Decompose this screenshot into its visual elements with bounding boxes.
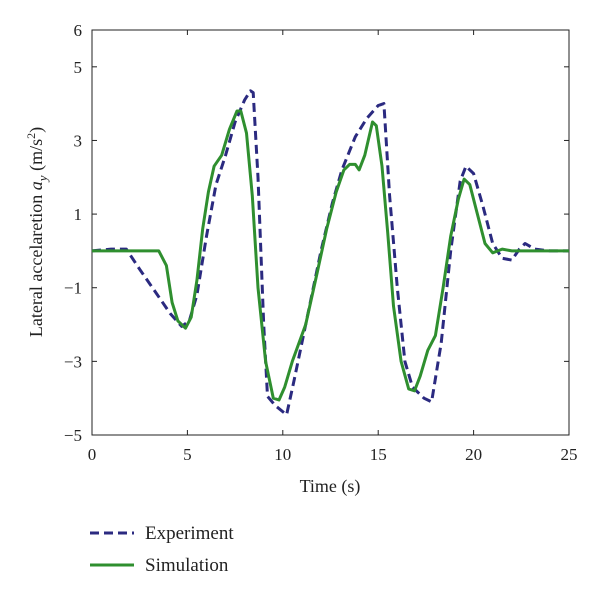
y-axis-title-symbol: a — [26, 181, 46, 190]
y-axis-ticks: −5 −3 −1 1 3 5 6 — [64, 21, 569, 445]
x-tick-label: 10 — [274, 445, 291, 464]
legend-label-experiment: Experiment — [145, 523, 234, 544]
x-axis-ticks: 0 5 10 15 20 25 — [88, 30, 578, 464]
y-axis-title: Lateral accelaretion ay (m/s2) — [24, 127, 50, 337]
y-tick-label: 6 — [74, 21, 83, 40]
plot-frame — [91, 29, 570, 436]
x-tick-label: 25 — [561, 445, 578, 464]
y-tick-label: 3 — [74, 131, 83, 150]
y-tick-label: −3 — [64, 352, 82, 371]
x-axis-title: Time (s) — [300, 476, 361, 497]
x-tick-label: 20 — [465, 445, 482, 464]
x-tick-label: 5 — [183, 445, 192, 464]
y-tick-label: −1 — [64, 279, 82, 298]
series-line-simulation — [92, 109, 569, 402]
y-tick-label: 1 — [74, 205, 83, 224]
y-axis-title-prefix: Lateral accelaretion — [26, 190, 46, 337]
y-tick-label: −5 — [64, 426, 82, 445]
legend-label-simulation: Simulation — [145, 555, 229, 576]
y-axis-title-units: (m/s — [26, 139, 47, 176]
y-axis-title-units-superscript: 2 — [24, 133, 38, 139]
series-layer — [91, 89, 569, 417]
x-tick-label: 15 — [370, 445, 387, 464]
y-tick-label: 5 — [74, 58, 83, 77]
legend: Experiment Simulation — [90, 523, 234, 576]
y-axis-title-units-close: ) — [26, 127, 47, 133]
x-tick-label: 0 — [88, 445, 97, 464]
y-axis-title-subscript: y — [35, 175, 50, 183]
